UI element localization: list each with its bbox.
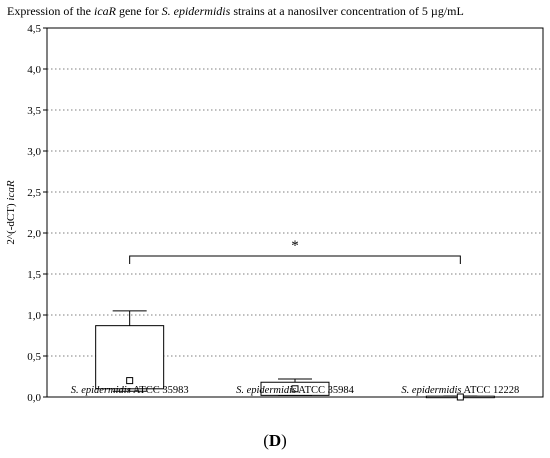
category-species: S. epidermidis — [71, 385, 131, 396]
median-marker — [126, 377, 134, 385]
chart-title: Expression of the icaR gene for S. epide… — [7, 4, 464, 18]
ylabel-part-0: 2^(-dCT) — [5, 201, 17, 245]
significance-star: * — [291, 238, 299, 254]
category-strain: ATCC 35983 — [131, 385, 189, 396]
y-axis-label: 2^(-dCT) icaR — [5, 180, 17, 244]
panel-label: (D) — [263, 431, 287, 450]
x-category-label: S. epidermidis ATCC 35983 — [71, 385, 189, 396]
category-species: S. epidermidis — [401, 385, 461, 396]
title-part-1: icaR — [94, 4, 117, 18]
category-species: S. epidermidis — [236, 385, 296, 396]
plot-area-frame — [46, 27, 544, 398]
title-part-3: S. epidermidis — [162, 4, 231, 18]
panel-label-letter: D — [269, 431, 281, 450]
box-1 — [260, 378, 330, 396]
y-tick-label: 4,5 — [27, 23, 41, 35]
grid-lines — [47, 68, 543, 357]
y-tick-label: 2,5 — [27, 187, 41, 199]
panel-label-close: ) — [281, 431, 287, 450]
boxes — [95, 310, 495, 401]
title-part-4: strains at a nanosilver concentration of… — [230, 4, 464, 18]
title-part-0: Expression of the — [7, 4, 94, 18]
y-tick-label: 1,5 — [27, 269, 41, 281]
y-tick-label: 3,5 — [27, 105, 41, 117]
box-2 — [425, 393, 495, 401]
panel-label-open: ( — [263, 431, 269, 450]
y-tick-label: 1,0 — [27, 310, 41, 322]
x-axis-categories: S. epidermidis ATCC 35983 S. epidermidis … — [71, 385, 520, 396]
title-part-2: gene for — [116, 4, 162, 18]
significance-bracket — [129, 255, 461, 264]
category-strain: ATCC 12228 — [461, 385, 519, 396]
y-tick-label: 0,0 — [27, 392, 41, 404]
median-marker — [291, 385, 299, 393]
x-category-label: S. epidermidis ATCC 12228 — [401, 385, 519, 396]
y-tick-label: 2,0 — [27, 228, 41, 240]
y-axis-ticks: 0,0 0,5 1,0 1,5 2,0 2,5 3,0 3,5 4,0 4,5 — [27, 23, 47, 404]
significance-annotation: * — [129, 238, 461, 264]
y-tick-label: 4,0 — [27, 64, 41, 76]
y-tick-label: 0,5 — [27, 351, 41, 363]
ylabel-part-1: icaR — [5, 180, 17, 200]
x-category-label: S. epidermidis ATCC 35984 — [236, 385, 355, 396]
y-tick-label: 3,0 — [27, 146, 41, 158]
box-0 — [95, 310, 165, 392]
category-strain: ATCC 35984 — [296, 385, 355, 396]
median-marker — [456, 393, 464, 401]
